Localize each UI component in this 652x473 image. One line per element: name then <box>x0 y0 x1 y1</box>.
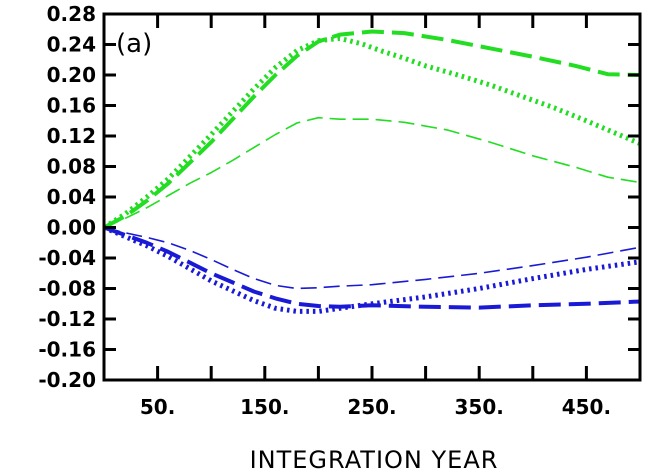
y-tick-label: 0.04 <box>47 185 96 209</box>
series-line-6 <box>103 226 641 290</box>
x-tick-label: 350. <box>455 395 504 419</box>
x-tick-label: 450. <box>562 395 611 419</box>
series-line-5 <box>103 225 641 314</box>
series-line-2 <box>102 35 641 230</box>
x-tick-label: 150. <box>240 395 289 419</box>
x-axis-title: INTEGRATION YEAR <box>250 446 499 473</box>
y-tick-label: -0.08 <box>38 277 96 301</box>
ticks-layer <box>104 12 640 382</box>
x-tick-label: 50. <box>140 395 175 419</box>
series-line-4 <box>103 225 641 310</box>
labels-layer: -0.20 -0.16 -0.12 -0.08 -0.04 0.00 0.04 0.08 0.1… <box>38 2 611 419</box>
y-tick-label: 0.08 <box>47 155 96 179</box>
series-line-3 <box>103 116 641 229</box>
y-tick-label: 0.20 <box>47 63 96 87</box>
y-tick-label: -0.04 <box>38 246 96 270</box>
y-tick-label: 0.24 <box>47 33 96 57</box>
y-tick-label: -0.20 <box>38 368 96 392</box>
y-tick-label: 0.00 <box>47 216 96 240</box>
y-tick-label: 0.12 <box>47 124 96 148</box>
series-line-1 <box>103 29 641 230</box>
series-layer <box>102 29 641 314</box>
y-tick-label: -0.12 <box>38 307 96 331</box>
plot-frame <box>102 12 642 382</box>
y-tick-label: 0.28 <box>47 2 96 26</box>
y-tick-label: -0.16 <box>38 338 96 362</box>
y-tick-label: 0.16 <box>47 94 96 118</box>
x-tick-label: 250. <box>347 395 396 419</box>
panel-label: (a) <box>116 29 152 59</box>
